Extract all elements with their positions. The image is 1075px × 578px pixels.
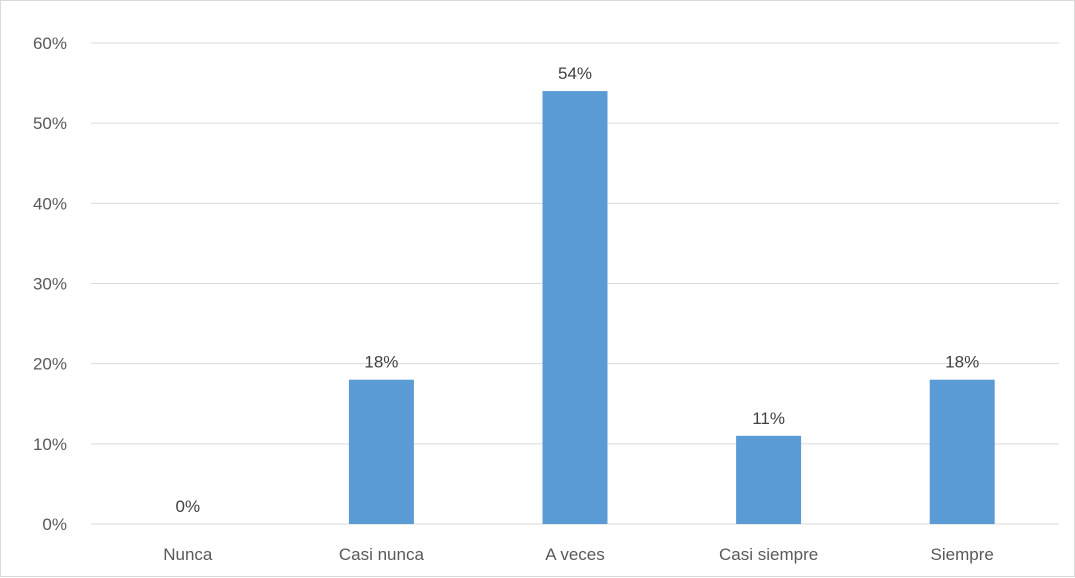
- x-tick-label: Casi siempre: [719, 545, 818, 564]
- data-label: 18%: [364, 353, 398, 372]
- data-label: 0%: [176, 497, 201, 516]
- data-labels: 0% 18% 54% 11% 18%: [176, 64, 980, 516]
- y-tick-label: 40%: [33, 194, 67, 213]
- x-axis-ticks: Nunca Casi nunca A veces Casi siempre Siempr…: [163, 545, 994, 564]
- x-tick-label: Siempre: [931, 545, 994, 564]
- bar: [736, 435, 802, 524]
- bar: [348, 379, 414, 524]
- y-tick-label: 10%: [33, 435, 67, 454]
- x-tick-label: A veces: [545, 545, 605, 564]
- data-label: 18%: [945, 353, 979, 372]
- y-tick-label: 30%: [33, 275, 67, 294]
- y-tick-label: 60%: [33, 34, 67, 53]
- data-label: 11%: [752, 409, 785, 428]
- bars: [348, 91, 995, 524]
- y-axis-ticks: 0% 10% 20% 30% 40% 50% 60%: [33, 34, 67, 534]
- y-tick-label: 50%: [33, 114, 67, 133]
- x-tick-label: Casi nunca: [339, 545, 425, 564]
- bar: [929, 379, 995, 524]
- bar: [542, 91, 608, 524]
- data-label: 54%: [558, 64, 592, 83]
- y-tick-label: 20%: [33, 355, 67, 374]
- x-tick-label: Nunca: [163, 545, 213, 564]
- y-tick-label: 0%: [42, 515, 67, 534]
